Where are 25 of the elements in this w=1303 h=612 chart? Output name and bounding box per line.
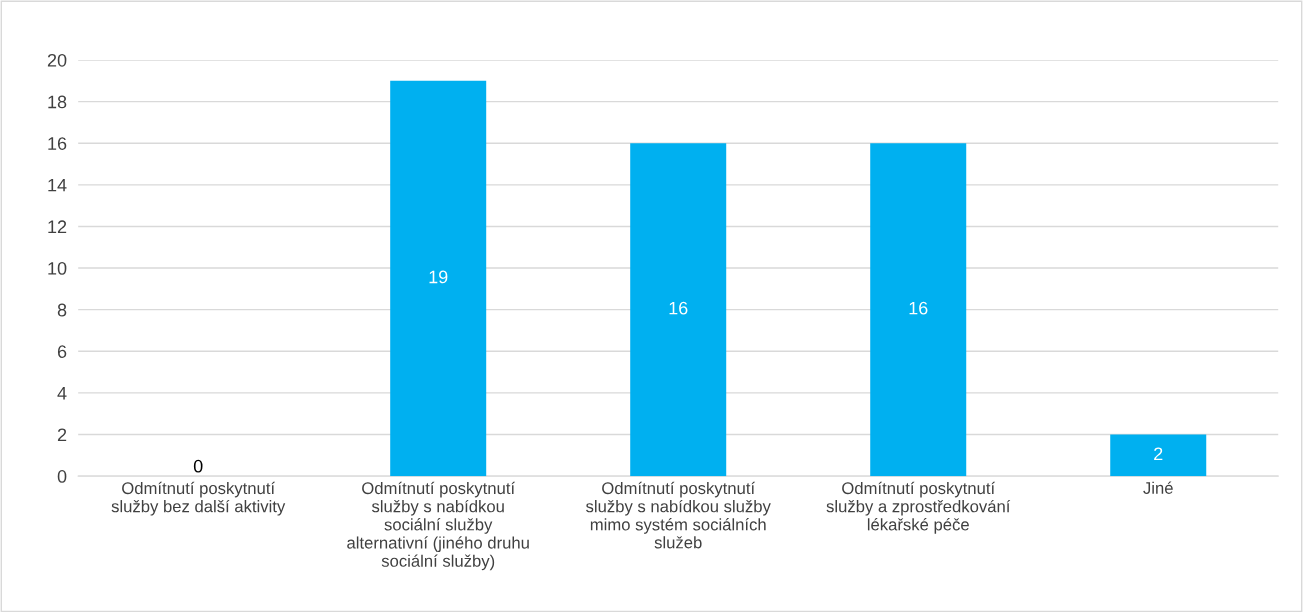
y-tick-label: 12	[48, 220, 67, 233]
bar	[1110, 434, 1207, 477]
x-tick-label: Odmítnutí poskytnutí služby s nabídkou služby mimo systém sociálních služeb	[586, 481, 771, 549]
y-tick-label: 10	[48, 261, 67, 275]
data-label: 19	[429, 270, 448, 284]
data-label: 16	[909, 301, 928, 315]
y-tick-label: 8	[57, 303, 67, 317]
x-tick-label: Odmítnutí poskytnutí služby a zprostředkování lékařské péče	[826, 481, 1011, 534]
bar	[390, 80, 487, 477]
bar	[870, 143, 967, 477]
bar	[630, 143, 727, 477]
y-tick-label: 2	[57, 428, 67, 442]
x-tick-label: Odmítnutí poskytnutí služby bez další aktivity	[111, 481, 286, 516]
x-tick-label: Jiné	[1143, 481, 1173, 494]
data-label: 2	[1154, 447, 1163, 460]
data-label: 16	[669, 301, 688, 315]
x-tick-label: Odmítnutí poskytnutí služby s nabídkou sociální služby alternativní (jiného druhu sociální služby)	[347, 481, 529, 571]
y-tick-label: 4	[57, 387, 67, 400]
data-label: 0	[193, 459, 203, 473]
y-tick-label: 16	[48, 137, 67, 150]
y-tick-label: 0	[57, 470, 67, 483]
y-tick-label: 6	[57, 345, 67, 359]
y-tick-label: 14	[48, 178, 67, 192]
y-tick-label: 20	[47, 53, 67, 67]
y-tick-label: 18	[48, 95, 67, 109]
